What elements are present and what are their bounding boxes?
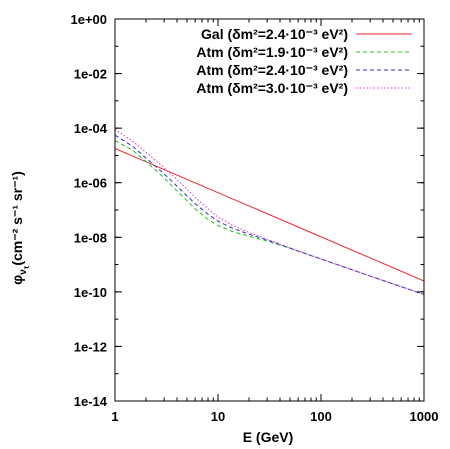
x-tick-label: 1000 [410, 409, 439, 424]
y-tick-label: 1e-08 [74, 230, 107, 245]
y-axis-label-units: (cm⁻² s⁻¹ sr⁻¹) [9, 171, 25, 266]
y-axis-label: φντ(cm⁻² s⁻¹ sr⁻¹) [9, 171, 31, 285]
y-tick-label: 1e-12 [74, 339, 107, 354]
legend-entry-label: Gal (δm²=2.4·10⁻³ eV²) [201, 26, 348, 42]
series-line-3 [115, 134, 424, 295]
y-tick-label: 1e-06 [74, 176, 107, 191]
y-axis-label-sub: ν [18, 269, 29, 275]
series-line-4 [115, 128, 424, 295]
svg-text:φντ(cm⁻² s⁻¹ sr⁻¹): φντ(cm⁻² s⁻¹ sr⁻¹) [9, 171, 31, 285]
series-line-2 [115, 140, 424, 295]
x-tick-label: 100 [310, 409, 332, 424]
legend-entry-label: Atm (δm²=3.0·10⁻³ eV²) [196, 80, 348, 96]
series-line-1 [115, 148, 424, 282]
legend: Gal (δm²=2.4·10⁻³ eV²) Atm (δm²=1.9·10⁻³ … [196, 26, 412, 96]
y-tick-label: 1e-14 [74, 394, 108, 409]
legend-entry-label: Atm (δm²=2.4·10⁻³ eV²) [196, 62, 348, 78]
series-layer [115, 128, 424, 295]
y-tick-label: 1e-04 [74, 121, 108, 136]
y-tick-label: 1e-02 [74, 67, 107, 82]
ticks-layer: 1 10 100 1000 1e+00 1e-02 1e-04 1e-06 1e-08 1e-10… [70, 12, 438, 424]
y-tick-label: 1e-10 [74, 285, 107, 300]
x-axis-label: E (GeV) [243, 429, 294, 445]
y-axis-label-symbol: φ [9, 275, 25, 285]
x-tick-label: 10 [211, 409, 225, 424]
legend-entry-label: Atm (δm²=1.9·10⁻³ eV²) [196, 44, 348, 60]
y-tick-label: 1e+00 [70, 12, 107, 27]
x-tick-label: 1 [111, 409, 118, 424]
y-axis-label-subsub: τ [22, 265, 31, 269]
